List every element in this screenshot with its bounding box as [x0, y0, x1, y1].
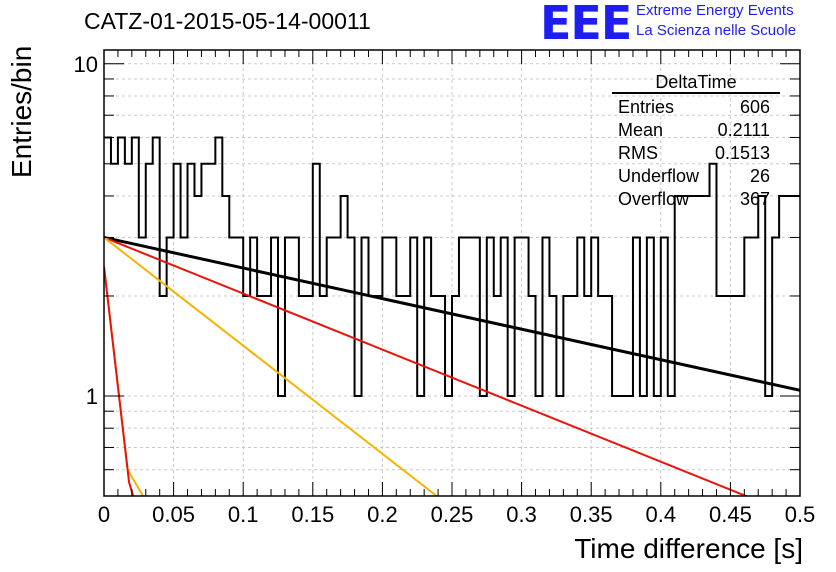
- x-tick-label: 0.1: [228, 502, 259, 527]
- fit-curve: [104, 266, 135, 496]
- stats-value: 0.1513: [714, 143, 770, 163]
- fit-curve: [104, 266, 144, 496]
- stats-key: Overflow: [618, 189, 690, 209]
- stats-key: RMS: [618, 143, 658, 163]
- fit-curve: [104, 236, 800, 392]
- y-tick-label: 1: [86, 384, 98, 409]
- stats-value: 0.2111: [717, 120, 770, 140]
- x-tick-label: 0.05: [152, 502, 195, 527]
- stats-key: Mean: [618, 120, 664, 140]
- stats-value: 606: [739, 97, 770, 117]
- histogram-bins: [104, 136, 800, 397]
- x-tick-label: 0.5: [785, 502, 816, 527]
- brand-line-1: Extreme Energy Events: [636, 2, 794, 19]
- stats-key: Underflow: [618, 166, 700, 186]
- stats-key: Entries: [618, 97, 675, 117]
- chart-title: CATZ-01-2015-05-14-00011: [84, 8, 371, 34]
- axis-ticks: [103, 50, 801, 497]
- y-tick-labels: 1 10: [74, 52, 98, 409]
- x-tick-label: 0.2: [367, 502, 398, 527]
- x-tick-label: 0.25: [431, 502, 474, 527]
- stats-value: 367: [739, 189, 770, 209]
- stats-row: Underflow 26: [612, 165, 780, 188]
- x-tick-label: 0.3: [506, 502, 537, 527]
- brand-line-2: La Scienza nelle Scuole: [636, 22, 797, 39]
- y-axis-label: Entries/bin: [6, 45, 37, 178]
- stats-value: 26: [749, 166, 770, 186]
- stats-box: DeltaTime Entries 606 Mean 0.2111 RMS 0.151…: [612, 72, 780, 211]
- x-tick-label: 0.15: [291, 502, 334, 527]
- fit-curve: [104, 236, 749, 496]
- x-tick-label: 0.45: [709, 502, 752, 527]
- histogram-outline: [104, 136, 800, 397]
- stats-box-name: DeltaTime: [612, 72, 780, 94]
- eee-logo: EEE: [540, 0, 632, 50]
- x-tick-label: 0.35: [570, 502, 613, 527]
- fit-curve: [104, 236, 438, 496]
- stats-row: Entries 606: [612, 96, 780, 119]
- x-tick-labels: 0 0.05 0.1 0.15 0.2 0.25 0.3 0.35 0.4 0.45 0.5: [98, 502, 815, 527]
- stats-row: Overflow 367: [612, 188, 780, 211]
- y-tick-label: 10: [74, 52, 98, 77]
- x-tick-label: 0: [98, 502, 110, 527]
- x-axis-label: Time difference [s]: [574, 533, 803, 564]
- x-tick-label: 0.4: [646, 502, 677, 527]
- stats-row: Mean 0.2111: [612, 119, 780, 142]
- stats-row: RMS 0.1513: [612, 142, 780, 165]
